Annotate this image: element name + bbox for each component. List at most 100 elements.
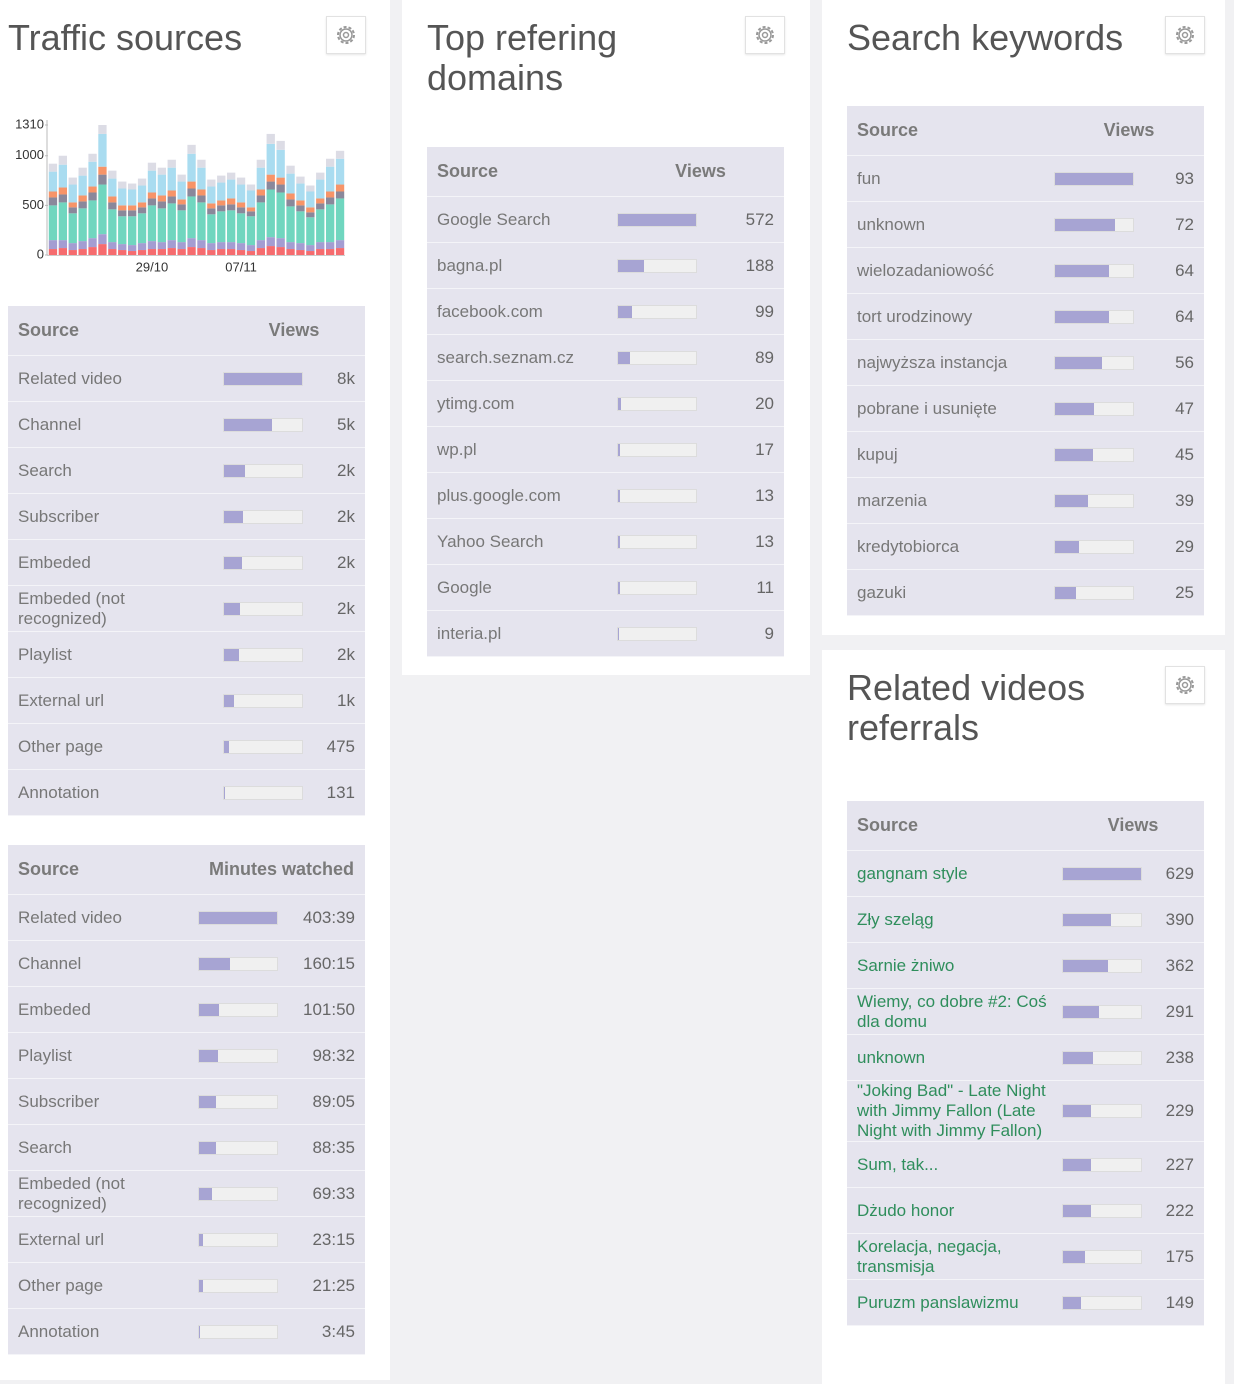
- bar-segment: [68, 213, 77, 244]
- source-label: pobrane i usunięte: [857, 398, 997, 418]
- bar-cell: [223, 632, 303, 678]
- value-label: 3:45: [321, 1321, 355, 1341]
- table-row: Embeded 2k: [8, 540, 365, 586]
- bar-cell: [617, 427, 697, 473]
- table-row: Dżudo honor 222: [847, 1188, 1204, 1234]
- value-label: 20: [755, 393, 774, 413]
- value-label: 13: [755, 485, 774, 505]
- source-label: Other page: [18, 1275, 104, 1295]
- bar-segment: [226, 179, 236, 199]
- chart: 0 500 1000 1310 29/10 07/11: [15, 116, 345, 274]
- bar-segment: [325, 197, 335, 205]
- value-label: 13: [755, 531, 774, 551]
- bar-segment: [88, 238, 97, 248]
- bar-segment: [68, 243, 77, 251]
- bar-track: [223, 509, 303, 524]
- bar-cell: [1062, 897, 1142, 943]
- table-row: facebook.com 99: [427, 289, 784, 335]
- value-label: 8k: [337, 368, 355, 388]
- bar-segment: [137, 202, 147, 208]
- value-label: 229: [1165, 1101, 1194, 1120]
- table-row: Embeded (not recognized) 2k: [8, 586, 365, 632]
- settings-button[interactable]: [326, 16, 366, 54]
- bar-segment: [108, 178, 117, 197]
- bar-segment: [286, 206, 295, 243]
- bar-segment: [306, 251, 315, 255]
- source-label: Search: [18, 460, 72, 480]
- bar-segment: [306, 185, 315, 192]
- bar-track: [198, 1186, 278, 1201]
- value-label: 89: [755, 347, 774, 367]
- data-table: Source Minutes watched Related video 403:39…: [8, 845, 365, 1355]
- bar-segment: [256, 202, 266, 241]
- column-header: Source: [18, 320, 80, 340]
- bar-segment: [197, 167, 206, 190]
- bar-track: [1062, 1295, 1142, 1310]
- bar-segment: [217, 242, 226, 250]
- bar: [618, 397, 621, 410]
- bar: [1063, 867, 1141, 880]
- bar-segment: [256, 248, 266, 255]
- table-row: wp.pl 17: [427, 427, 784, 473]
- bar-segment: [325, 204, 335, 243]
- bar-segment: [316, 203, 325, 210]
- bar-track: [1062, 958, 1142, 973]
- value-label: 11: [756, 577, 774, 597]
- bar-cell: [223, 494, 303, 540]
- bar-track: [617, 304, 697, 319]
- bar-segment: [246, 211, 256, 217]
- bar-segment: [335, 240, 345, 249]
- x-tick-label: 07/11: [225, 259, 257, 274]
- value-label: 403:39: [303, 907, 355, 927]
- value-label: 89:05: [312, 1091, 355, 1111]
- source-label: ytimg.com: [437, 393, 515, 413]
- bar-segment: [127, 183, 137, 190]
- value-label: 98:32: [312, 1045, 355, 1065]
- bar-segment: [108, 242, 117, 250]
- settings-button[interactable]: [1165, 16, 1205, 54]
- bar-track: [198, 956, 278, 971]
- y-tick-label: 0: [37, 246, 44, 261]
- bar: [1063, 1158, 1092, 1171]
- bar-segment: [78, 249, 87, 255]
- bar-cell: [198, 1263, 278, 1309]
- table-row: Related video 8k: [8, 356, 365, 402]
- bar-segment: [325, 158, 335, 167]
- bar: [199, 1049, 219, 1062]
- gear-icon: [1176, 26, 1194, 44]
- value-label: 2k: [337, 552, 355, 572]
- settings-button[interactable]: [745, 16, 785, 54]
- bar-segment: [266, 143, 275, 175]
- table-row: Google 11: [427, 565, 784, 611]
- bar-segment: [118, 244, 127, 251]
- bar-segment: [48, 197, 58, 206]
- table-row: interia.pl 9: [427, 611, 784, 657]
- bar-segment: [137, 207, 147, 214]
- source-label: Playlist: [18, 644, 72, 664]
- data-table: Source Views gangnam style 629 Zły szeląg 390…: [847, 801, 1204, 1326]
- source-label: Playlist: [18, 1045, 72, 1065]
- bar-segment: [177, 210, 186, 243]
- bar-cell: [1054, 202, 1134, 248]
- settings-button[interactable]: [1165, 666, 1205, 704]
- table-row: pobrane i usunięte 47: [847, 386, 1204, 432]
- bar: [199, 1095, 217, 1108]
- bar-cell: [617, 197, 697, 243]
- bar-segment: [207, 250, 216, 255]
- bar: [1055, 448, 1093, 461]
- y-tick-label: 1310: [15, 116, 44, 131]
- bar-segment: [217, 211, 226, 243]
- bar-segment: [48, 163, 58, 172]
- table-row: Playlist 98:32: [8, 1033, 365, 1079]
- value-label: 64: [1175, 306, 1194, 326]
- bar-segment: [68, 250, 77, 255]
- bar-segment: [207, 243, 216, 251]
- column-header: Views: [1107, 815, 1159, 835]
- header-row: Source Minutes watched: [8, 845, 365, 895]
- bar-segment: [316, 172, 325, 180]
- y-tick-label: 1000: [15, 147, 44, 162]
- bar-segment: [276, 140, 285, 150]
- table-row: ytimg.com 20: [427, 381, 784, 427]
- bar-cell: [1054, 386, 1134, 432]
- value-label: 629: [1165, 863, 1194, 883]
